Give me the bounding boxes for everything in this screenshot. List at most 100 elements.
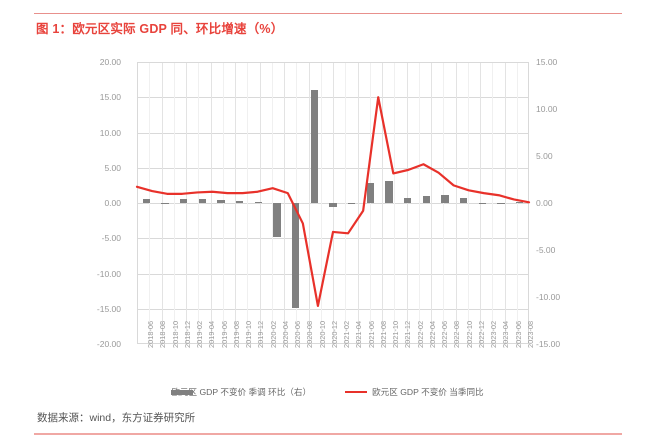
gridline-vertical [431,62,432,344]
gridline-vertical [443,62,445,344]
x-tick-label: 2019-08 [231,320,241,348]
bar [385,181,393,203]
x-tick-label: 2022-10 [464,320,474,348]
footer-divider [34,433,622,435]
gridline-vertical [357,62,359,344]
bar [347,203,356,205]
bar-swatch-icon [171,389,194,395]
gridline-vertical [504,62,506,344]
x-tick-label: 2018-10 [170,320,180,348]
gridline-vertical [369,62,371,344]
x-tick-label: 2020-04 [280,320,290,348]
y2-tick-label: 5.00 [536,151,553,161]
bar [441,195,449,203]
x-tick-label: 2020-12 [329,320,339,348]
y-tick-label: -5.00 [101,233,121,244]
gridline-vertical [455,62,457,344]
bar [310,90,319,203]
chart-legend: 欧元区 GDP 不变价 季调 环比（右） 欧元区 GDP 不变价 当季同比 [0,386,655,398]
y-tick-label: 5.00 [104,162,121,173]
x-tick-label: 2019-10 [244,320,254,348]
x-tick-label: 2023-08 [525,320,535,348]
legend-label-bar: 欧元区 GDP 不变价 季调 环比（右） [171,387,312,397]
gridline-vertical [271,62,273,344]
y-tick-label: -15.00 [96,303,121,314]
y-tick-label: -20.00 [96,339,121,349]
bar [329,203,337,207]
title-divider [34,13,622,14]
y2-tick-label: 0.00 [536,198,553,208]
bar [366,183,375,203]
gridline-vertical [308,62,310,344]
x-tick-label: 2021-10 [391,320,401,348]
bar [235,201,244,203]
bar [273,203,281,237]
gridline-vertical [394,62,396,344]
plot-area [135,62,531,344]
bar [254,202,263,204]
x-tick-label: 2018-12 [182,320,192,348]
y-tick-label: 10.00 [99,127,121,138]
x-tick-label: 2019-12 [256,320,266,348]
x-tick-label: 2021-06 [366,320,376,348]
line-swatch-icon [345,390,368,394]
x-tick-label: 2023-04 [501,320,511,348]
gridline-vertical [186,62,187,344]
chart-container: 20.00 15.00 10.00 5.00 0.00 -5.00 -10.00 -15.00… [0,48,655,349]
x-tick-label: 2022-08 [452,320,462,348]
x-tick-label: 2020-06 [293,320,303,348]
bar [422,196,431,203]
data-source-note: 数据来源：wind，东方证券研究所 [37,412,196,424]
x-tick-label: 2018-08 [158,320,168,348]
x-tick-label: 2022-02 [415,320,425,348]
x-tick-label: 2018-06 [146,320,156,348]
x-tick-label: 2021-12 [403,320,413,348]
y2-tick-label: -10.00 [536,292,561,302]
bar [161,203,169,205]
bar [459,198,468,203]
gridline-vertical [235,62,236,344]
x-tick-label: 2022-12 [476,320,486,348]
bar [403,198,412,203]
legend-item-bar: 欧元区 GDP 不变价 季调 环比（右） [171,386,311,398]
y-tick-label: 0.00 [104,198,121,208]
x-tick-label: 2021-02 [342,320,352,348]
x-tick-label: 2020-08 [305,320,315,348]
legend-item-line: 欧元区 GDP 不变价 当季同比 [345,386,484,398]
x-tick-label: 2021-04 [354,320,364,348]
x-tick-label: 2019-06 [219,320,229,348]
x-tick-label: 2022-06 [440,320,450,348]
gridline-vertical [320,62,322,344]
bar [291,203,300,309]
x-tick-label: 2019-04 [207,320,217,348]
x-tick-label: 2020-10 [317,320,327,348]
bar [217,200,225,203]
gridline-vertical [198,62,200,344]
x-tick-label: 2020-02 [268,320,278,348]
gridline-vertical [222,62,224,344]
gridline-vertical [247,62,249,344]
x-tick-label: 2022-04 [427,320,437,348]
legend-label-line: 欧元区 GDP 不变价 当季同比 [372,387,484,397]
page-title: 图 1：欧元区实际 GDP 同、环比增速（%） [36,22,284,36]
gridline-vertical [467,62,469,344]
y-tick-label: 15.00 [99,92,121,103]
gridline-vertical [173,62,175,344]
bar [515,202,524,204]
x-tick-label: 2019-02 [195,320,205,348]
bar [179,199,188,203]
bar [478,203,487,205]
gridline-vertical [492,62,494,344]
x-tick-label: 2021-08 [378,320,388,348]
gridline-vertical [418,62,420,344]
y2-tick-label: -5.00 [536,245,556,255]
gridline-vertical [382,62,383,344]
bar [198,199,207,203]
x-tick-label: 2023-02 [489,320,499,348]
line-series [135,96,531,308]
gridline-vertical [284,62,285,344]
y2-tick-label: 15.00 [536,57,558,67]
y-tick-label: 20.00 [99,57,121,67]
x-tick-label: 2023-06 [513,320,523,348]
